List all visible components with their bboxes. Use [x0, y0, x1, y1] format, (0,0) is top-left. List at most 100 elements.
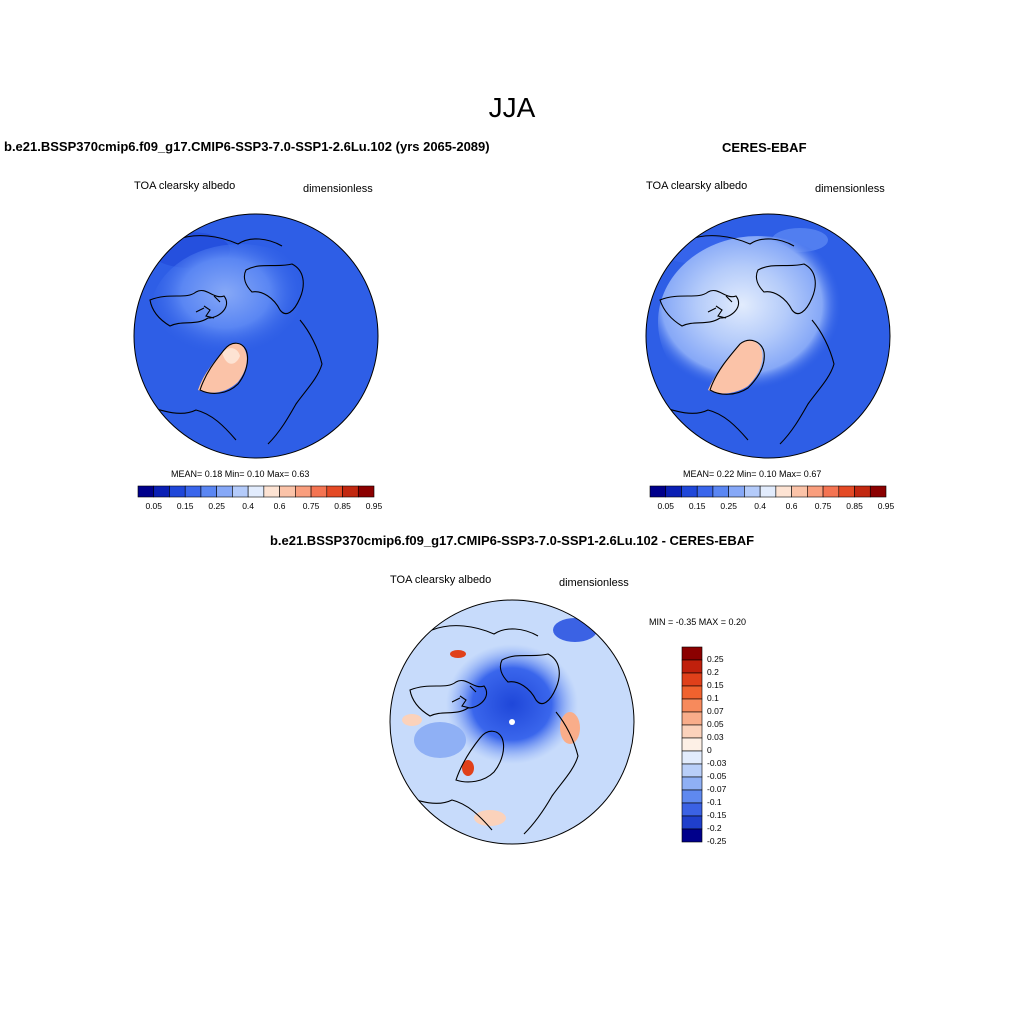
- colorbar-swatch: [232, 485, 249, 498]
- colorbar-tick-label: -0.03: [707, 758, 727, 768]
- colorbar-swatch: [247, 485, 265, 498]
- colorbar-tick-label: 0.6: [273, 501, 286, 511]
- colorbar-swatch: [744, 485, 761, 498]
- panel3-polar-map: [389, 599, 635, 845]
- figure-title: JJA: [488, 92, 536, 123]
- colorbar-tick-label: 0.25: [208, 501, 225, 511]
- panel2-greenland-high-albedo: [708, 340, 763, 394]
- colorbar-tick-label: 0.15: [176, 501, 194, 511]
- panel1-colorbar: [137, 485, 375, 498]
- colorbar-tick-label: -0.07: [707, 784, 727, 794]
- panel2-stats: MEAN= 0.22 Min= 0.10 Max= 0.67: [683, 469, 822, 479]
- colorbar-tick-label: -0.15: [707, 810, 727, 820]
- colorbar-swatch: [791, 485, 808, 498]
- colorbar-swatch: [775, 485, 792, 498]
- colorbar-tick-label: 0.85: [334, 501, 351, 511]
- colorbar-tick-label: 0.15: [707, 680, 724, 690]
- colorbar-swatch: [681, 659, 703, 674]
- colorbar-tick-label: 0.1: [707, 693, 719, 703]
- colorbar-tick-label: 0.4: [242, 501, 255, 511]
- panel3-units-label: dimensionless: [559, 577, 629, 589]
- colorbar-swatch: [681, 750, 703, 765]
- colorbar-swatch: [326, 485, 343, 498]
- colorbar-swatch: [681, 485, 698, 498]
- panel3-negative-anomaly-area: [414, 722, 466, 758]
- panel1-title: b.e21.BSSP370cmip6.f09_g17.CMIP6-SSP3-7.…: [4, 139, 490, 154]
- colorbar-tick-label: 0.2: [707, 667, 719, 677]
- colorbar-swatch: [263, 485, 280, 498]
- colorbar-tick-label: -0.2: [707, 823, 722, 833]
- colorbar-tick-label: 0.95: [877, 501, 895, 511]
- panel2-units-label: dimensionless: [815, 183, 885, 195]
- colorbar-swatch: [357, 485, 375, 498]
- panel3-positive-anomaly-area: [462, 760, 474, 776]
- colorbar-swatch: [712, 485, 729, 498]
- colorbar-swatch: [681, 698, 703, 713]
- panel1-variable-label: TOA clearsky albedo: [134, 180, 236, 192]
- colorbar-tick-label: 0.15: [688, 501, 706, 511]
- colorbar-tick-label: 0.6: [785, 501, 798, 511]
- colorbar-tick-label: 0: [707, 745, 712, 755]
- colorbar-tick-label: 0.85: [846, 501, 863, 511]
- panel3-stats: MIN = -0.35 MAX = 0.20: [649, 617, 747, 627]
- colorbar-swatch: [869, 485, 887, 498]
- colorbar-swatch: [807, 485, 824, 498]
- colorbar-swatch: [681, 672, 703, 687]
- colorbar-swatch: [681, 815, 703, 830]
- colorbar-swatch: [681, 789, 703, 804]
- panel2-polar-map: [645, 213, 891, 459]
- colorbar-swatch: [681, 737, 703, 752]
- panel1-stats: MEAN= 0.18 Min= 0.10 Max= 0.63: [171, 469, 310, 479]
- panel3-positive-anomaly-area: [474, 810, 506, 826]
- panel3-colorbar: [681, 646, 703, 843]
- colorbar-tick-label: 0.05: [657, 501, 674, 511]
- colorbar-swatch: [295, 485, 312, 498]
- colorbar-swatch: [759, 485, 777, 498]
- colorbar-swatch: [681, 724, 703, 739]
- panel3-negative-anomaly-area: [553, 618, 597, 642]
- panel2-colorbar: [649, 485, 887, 498]
- panel3-positive-anomaly-area: [560, 712, 580, 744]
- colorbar-tick-label: 0.25: [707, 654, 724, 664]
- panel3-title: b.e21.BSSP370cmip6.f09_g17.CMIP6-SSP3-7.…: [269, 533, 755, 548]
- colorbar-swatch: [649, 485, 667, 498]
- colorbar-tick-label: 0.4: [754, 501, 767, 511]
- panel1-sea-ice-region: [150, 244, 330, 384]
- colorbar-tick-label: 0.75: [814, 501, 832, 511]
- panel3-variable-label: TOA clearsky albedo: [390, 574, 492, 586]
- colorbar-swatch: [310, 485, 328, 498]
- colorbar-swatch: [681, 828, 703, 843]
- colorbar-swatch: [342, 485, 359, 498]
- colorbar-swatch: [137, 485, 155, 498]
- colorbar-tick-label: 0.07: [707, 706, 724, 716]
- panel2-title: CERES-EBAF: [722, 140, 807, 155]
- colorbar-tick-label: -0.25: [707, 836, 727, 846]
- colorbar-swatch: [681, 711, 703, 726]
- colorbar-swatch: [279, 485, 296, 498]
- panel1-greenland-core: [222, 348, 240, 364]
- colorbar-tick-label: 0.05: [707, 719, 724, 729]
- panel3-pole-marker: [509, 719, 515, 725]
- colorbar-swatch: [822, 485, 840, 498]
- panel1-polar-map: [133, 213, 379, 459]
- panel3-negative-anomaly-region: [446, 644, 578, 764]
- colorbar-swatch: [681, 685, 703, 700]
- colorbar-swatch: [665, 485, 682, 498]
- colorbar-swatch: [681, 646, 703, 661]
- colorbar-swatch: [169, 485, 186, 498]
- colorbar-tick-label: 0.25: [720, 501, 737, 511]
- colorbar-swatch: [728, 485, 745, 498]
- colorbar-swatch: [153, 485, 170, 498]
- colorbar-swatch: [200, 485, 217, 498]
- colorbar-tick-label: -0.05: [707, 771, 727, 781]
- colorbar-tick-label: -0.1: [707, 797, 722, 807]
- colorbar-tick-label: 0.03: [707, 732, 724, 742]
- colorbar-tick-label: 0.75: [302, 501, 320, 511]
- colorbar-swatch: [696, 485, 714, 498]
- panel3-positive-anomaly-area: [450, 650, 466, 658]
- colorbar-tick-label: 0.05: [145, 501, 162, 511]
- colorbar-swatch: [854, 485, 871, 498]
- colorbar-swatch: [681, 776, 703, 791]
- colorbar-swatch: [184, 485, 202, 498]
